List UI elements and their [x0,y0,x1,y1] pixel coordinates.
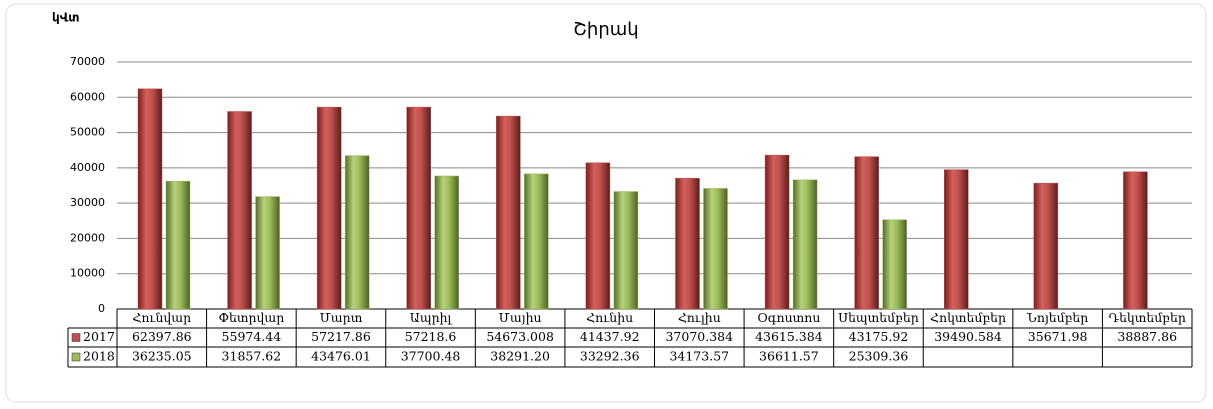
legend-key [71,352,81,362]
bar [255,196,280,310]
data-label: 54673.008 [486,329,554,344]
data-label: 37070.384 [665,329,733,344]
data-label: 33292.36 [580,349,640,364]
y-tick-label: 20000 [70,231,105,244]
bar [675,177,700,310]
data-label: 35671.98 [1028,329,1088,344]
data-label: 55974.44 [222,329,282,344]
bar [227,111,252,310]
bar [585,162,611,310]
x-tick-label: Փետրվար [218,310,284,325]
x-tick-label: Հունվար [132,310,191,325]
bar [434,175,459,310]
bar [316,106,342,310]
y-tick-label: 40000 [70,161,105,174]
data-label: 43175.92 [849,329,909,344]
data-label: 43615.384 [755,329,823,344]
data-label: 41437.92 [580,329,640,344]
y-tick-label: 50000 [70,126,105,139]
bar [792,179,818,310]
data-label: 36611.57 [759,349,819,364]
y-tick-label: 60000 [70,90,105,103]
x-tick-label: Մայիս [499,310,542,325]
bar [854,156,879,310]
y-tick-label: 70000 [70,55,105,68]
bar [944,169,969,310]
bar [137,88,163,310]
bar [406,106,431,310]
bar [882,219,907,310]
x-tick-label: Հունիս [586,310,633,325]
bar [344,155,370,310]
x-tick-label: Հուլիս [678,310,721,325]
data-label: 31857.62 [222,349,282,364]
x-tick-label: Նոյեմբեր [1026,310,1088,325]
bar [1033,182,1059,310]
legend-label: 2017 [83,329,115,344]
bar [1123,171,1148,310]
bar [165,180,191,310]
bar [613,191,639,310]
bar [703,188,728,310]
legend-key [71,333,81,342]
data-label: 38291.20 [490,349,550,364]
y-axis-label: կՎտ [52,11,80,25]
data-label: 36235.05 [132,349,192,364]
data-label: 37700.48 [401,349,461,364]
bar [496,115,521,310]
x-tick-label: Մարտ [320,310,363,325]
bar [524,173,549,310]
data-label: 38887.86 [1117,329,1177,344]
bar [764,154,790,310]
x-tick-label: Հոկտեմբեր [930,310,1006,325]
data-label: 39490.584 [934,329,1002,344]
x-tick-label: Սեպտեմբեր [838,310,919,325]
x-tick-label: Դեկտեմբեր [1108,310,1185,325]
y-tick-label: 30000 [70,196,105,209]
chart-title: Շիրակ [573,19,638,40]
x-tick-label: Օգոստոս [757,310,820,325]
y-tick-label: 10000 [70,267,105,280]
legend-label: 2018 [83,349,115,364]
data-label: 62397.86 [132,329,192,344]
x-tick-label: Ապրիլ [410,310,453,325]
y-tick-label: 0 [98,302,105,315]
data-label: 43476.01 [311,349,371,364]
data-label: 57217.86 [311,329,371,344]
data-label: 34173.57 [669,349,729,364]
data-label: 57218.6 [405,329,457,344]
data-label: 25309.36 [849,349,909,364]
